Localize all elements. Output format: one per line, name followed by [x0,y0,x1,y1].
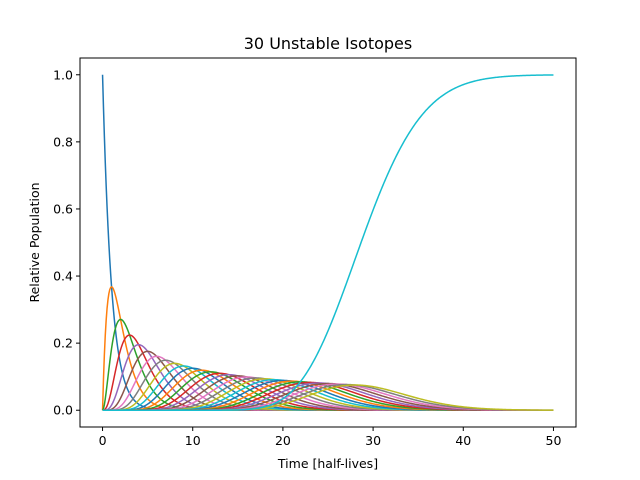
x-tick-label: 30 [365,433,381,448]
y-axis-label: Relative Population [27,182,42,302]
x-tick-label: 10 [185,433,201,448]
plot-area [80,58,576,427]
axes-layer: 0 10 20 30 40 50 0.0 0.2 0.4 0.6 0.8 1.0 [53,67,561,448]
y-tick-label: 0.8 [53,134,73,149]
y-tick-label: 1.0 [53,67,73,82]
y-tick-label: 0.0 [53,403,73,418]
y-tick-label: 0.4 [53,269,73,284]
y-tick-label: 0.6 [53,201,73,216]
x-tick-label: 0 [99,433,107,448]
x-tick-label: 20 [275,433,291,448]
y-tick-label: 0.2 [53,336,73,351]
series-layer [101,74,554,411]
x-tick-label: 50 [546,433,562,448]
chart-title: 30 Unstable Isotopes [244,34,412,53]
x-tick-label: 40 [455,433,471,448]
series-line-30 [102,74,554,411]
x-axis-label: Time [half-lives] [277,456,378,471]
plot-frame [79,57,577,428]
